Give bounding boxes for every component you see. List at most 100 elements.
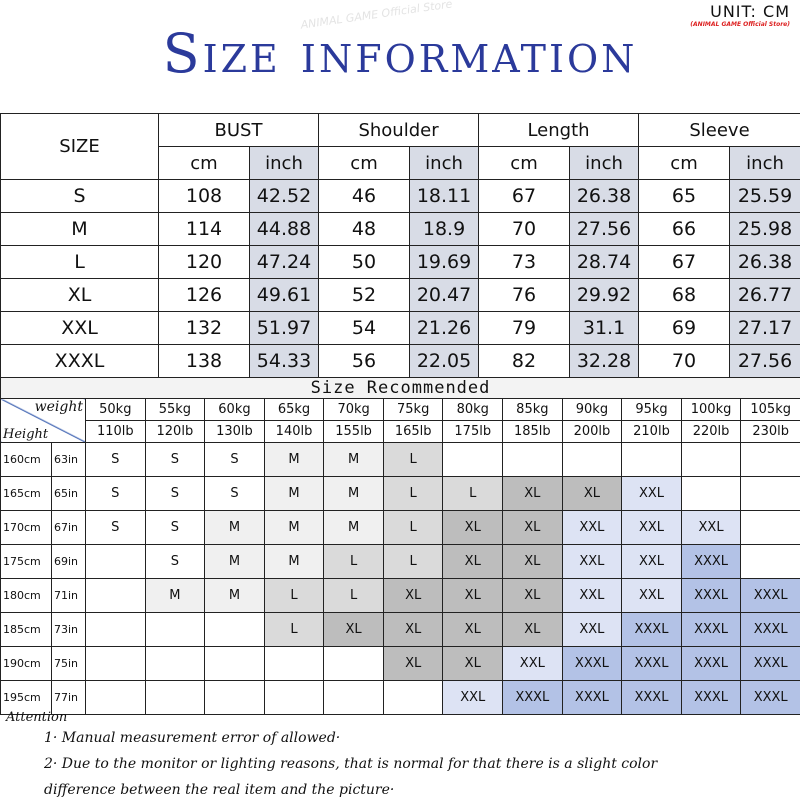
value-cell: 120 [158,245,250,279]
size-cell: XL [382,646,444,681]
unit-cm-header: cm [318,146,411,180]
size-cell: XL [323,612,384,647]
size-cell [85,612,146,647]
value-cell: 66 [638,212,731,246]
header-row: SIZE BUST Shoulder Length Sleeve [0,113,800,180]
unit-inch-header: inch [409,146,480,180]
value-cell: 26.77 [729,278,800,312]
size-cell [740,544,800,579]
height-label: Height [3,427,49,442]
size-cell: M [323,442,384,477]
size-cell: XXXL [740,680,800,715]
value-cell: 48 [318,212,411,246]
size-cell: XXXL [680,578,742,613]
weight-kg-header: 55kg [144,398,206,421]
value-cell: 56 [318,344,411,378]
size-cell: M [0,212,159,246]
value-cell: 27.56 [729,344,800,378]
size-cell: L [382,544,444,579]
size-cell: XXXL [621,646,682,681]
size-cell: S [144,476,206,511]
size-cell: XXL [442,680,504,715]
value-cell: 76 [478,278,571,312]
size-cell: XXL [561,578,623,613]
size-cell: S [85,442,146,477]
size-cell: XXXL [680,544,742,579]
note-2: 2· Due to the monitor or lighting reason… [44,756,658,772]
size-cell [621,442,682,477]
size-cell: XL [442,612,504,647]
group-header: Sleeve [638,113,800,147]
table-row: S 108 42.52 46 18.11 67 26.38 65 25.59 [0,179,800,213]
size-cell [144,646,206,681]
table-row: XXXL 138 54.33 56 22.05 82 32.28 70 27.56 [0,344,800,378]
weight-kg-header: 50kg [85,398,146,421]
size-cell: M [263,510,325,545]
weight-kg-header: 95kg [621,398,682,421]
height-in-cell: 67in [51,510,86,545]
size-cell: XL [442,578,504,613]
size-cell: L [382,510,444,545]
weight-kg-header: 80kg [442,398,504,421]
size-cell: XXXL [621,612,682,647]
size-cell: L [382,476,444,511]
group-header: BUST [157,113,320,147]
size-cell [323,646,384,681]
size-cell [740,510,800,545]
size-header: SIZE [0,113,159,180]
size-cell: XXL [561,544,623,579]
weight-label: weight [34,399,83,416]
value-cell: 27.56 [569,212,640,246]
size-cell: M [204,510,265,545]
height-cm-cell: 165cm [0,476,52,511]
value-cell: 27.17 [729,311,800,345]
value-cell: 47.24 [248,245,320,279]
size-cell: M [204,578,265,613]
size-cell [204,612,265,647]
size-cell [85,578,146,613]
value-cell: 65 [638,179,731,213]
unit-inch-header: inch [248,146,320,180]
unit-cm-header: cm [638,146,731,180]
size-cell [442,442,504,477]
weight-kg-header: 65kg [263,398,325,421]
table-row: L 120 47.24 50 19.69 73 28.74 67 26.38 [0,245,800,279]
size-cell: XL [382,612,444,647]
size-cell: L [263,578,325,613]
table-row: 185cm 73in L XL XL XL XL XXL XXXL XXXL XXXL [0,612,800,647]
size-cell: XL [442,646,504,681]
size-cell: XXL [561,612,623,647]
height-cm-cell: 170cm [0,510,52,545]
size-cell: XL [442,510,504,545]
value-cell: 114 [158,212,250,246]
weight-kg-header: 60kg [204,398,265,421]
size-cell [204,680,265,715]
unit-cm-header: cm [158,146,250,180]
size-cell: M [263,476,325,511]
weight-lb-header: 120lb [144,420,206,443]
size-cell [740,476,800,511]
size-cell: XXL [0,311,159,345]
value-cell: 29.92 [569,278,640,312]
value-cell: 31.1 [569,311,640,345]
table-row: 180cm 71in M M L L XL XL XL XXL XXL XXXL XXXL [0,578,800,613]
unit-cm-header: cm [478,146,571,180]
weight-kg-header: 90kg [561,398,623,421]
value-cell: 54 [318,311,411,345]
weight-lb-header: 210lb [621,420,682,443]
size-cell: XL [502,476,563,511]
size-cell: L [382,442,444,477]
height-in-cell: 75in [51,646,86,681]
group-header: Shoulder [318,113,480,147]
size-cell: XXXL [740,578,800,613]
weight-lb-header: 230lb [740,420,800,443]
table-row: 170cm 67in S S M M M L XL XL XXL XXL XXL [0,510,800,545]
size-table: SIZE BUST Shoulder Length Sleeve cm inch cm inch… [0,113,800,378]
value-cell: 79 [478,311,571,345]
size-cell: XL [502,612,563,647]
group-header: Length [478,113,640,147]
weight-height-corner: weight Height [0,398,86,443]
size-cell: XXL [680,510,742,545]
size-cell: L [323,578,384,613]
value-cell: 54.33 [248,344,320,378]
